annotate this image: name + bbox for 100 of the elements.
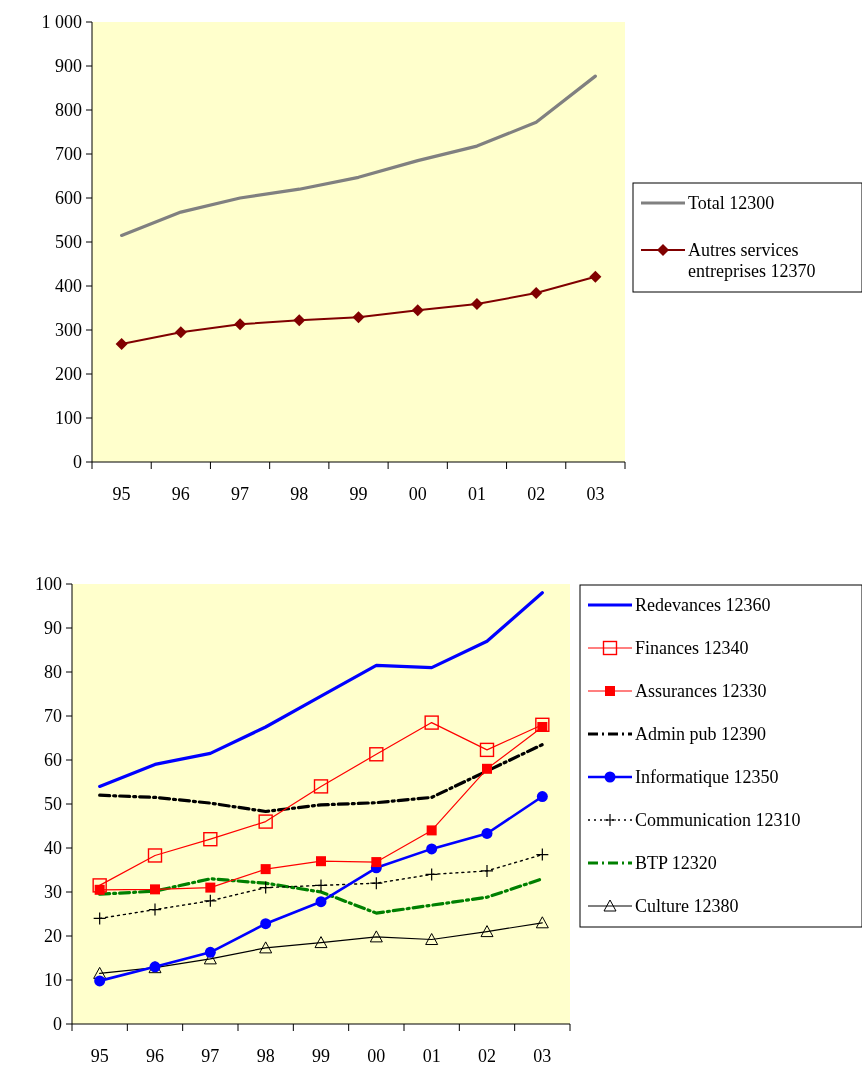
legend-label: Total 12300 [688,193,775,214]
x-tick-label: 95 [90,1046,109,1066]
point [426,843,438,855]
point [535,848,549,862]
point [535,916,549,929]
point [426,825,437,836]
y-tick-label: 80 [44,662,62,683]
x-tick-label: 95 [112,484,131,504]
point [482,763,492,774]
y-tick-label: 900 [55,56,82,77]
legend-label: Redevances 12360 [635,595,771,616]
y-tick-label: 400 [55,276,82,297]
line-series [98,743,544,814]
point [425,867,439,881]
point [93,966,107,979]
legend-label: Autres services entreprises 12370 [688,240,816,282]
x-tick-label: 00 [367,1046,386,1066]
point [425,933,439,946]
y-tick-label: 600 [55,188,82,209]
point [260,864,271,875]
x-tick-label: 97 [201,1046,220,1066]
y-tick-label: 0 [73,452,82,473]
y-tick-label: 500 [55,232,82,253]
line-series [98,591,544,788]
point [535,717,550,732]
point [369,930,383,943]
y-tick-label: 0 [53,1014,62,1035]
y-tick-label: 100 [35,574,62,595]
point [147,848,163,863]
line-series [120,74,597,237]
point [424,715,439,730]
point [205,882,216,893]
y-tick-label: 70 [44,706,62,727]
legend-label: Admin pub 12390 [635,724,767,745]
x-tick-label: 03 [533,1046,552,1066]
point [203,832,218,847]
y-tick-label: 50 [44,794,62,815]
point [479,742,495,758]
y-tick-label: 200 [55,364,82,385]
legend-label: Culture 12380 [635,896,739,917]
x-tick-label: 02 [527,484,546,504]
y-tick-label: 1 000 [41,12,82,33]
point [411,304,424,317]
y-tick-label: 40 [44,838,62,859]
point [148,903,162,917]
point [480,925,494,938]
x-tick-label: 98 [290,484,309,504]
y-tick-label: 700 [55,144,82,165]
y-tick-label: 800 [55,100,82,121]
point [174,326,187,339]
point [260,918,272,930]
point [480,864,494,878]
point [93,911,107,925]
point [203,894,217,908]
point [115,338,128,351]
y-tick-label: 60 [44,750,62,771]
point [150,884,160,895]
point [369,747,384,762]
legend-label: Finances 12340 [635,638,749,659]
y-tick-label: 100 [55,408,82,429]
legend-label: Informatique 12350 [635,767,779,788]
point [536,791,548,803]
point [316,856,326,867]
x-tick-label: 97 [231,484,250,504]
x-tick-label: 01 [467,484,486,504]
point [481,827,493,839]
y-tick-label: 90 [44,618,62,639]
y-tick-label: 10 [44,970,62,991]
point [92,878,107,893]
point [369,876,383,890]
point [371,857,382,868]
x-tick-label: 96 [171,484,190,504]
legend-label: BTP 12320 [635,853,717,874]
x-tick-label: 02 [478,1046,496,1066]
y-tick-label: 20 [44,926,62,947]
point [204,946,216,958]
point [314,878,328,892]
x-tick-label: 03 [586,484,605,504]
y-tick-label: 30 [44,882,62,903]
point [314,936,328,949]
legend-label: Communication 12310 [635,810,801,831]
point [315,896,327,908]
x-tick-label: 96 [146,1046,164,1066]
x-tick-label: 00 [408,484,427,504]
x-tick-label: 98 [256,1046,275,1066]
x-tick-label: 01 [422,1046,441,1066]
legend-label: Assurances 12330 [635,681,767,702]
point [352,311,365,324]
x-tick-label: 99 [312,1046,330,1066]
point [313,779,329,794]
point [259,881,273,895]
point [293,314,306,327]
point [94,975,106,987]
point [530,287,543,300]
point [234,318,247,331]
point [258,814,273,829]
y-tick-label: 300 [55,320,82,341]
point [470,298,483,311]
point [259,941,273,954]
point [589,270,602,283]
